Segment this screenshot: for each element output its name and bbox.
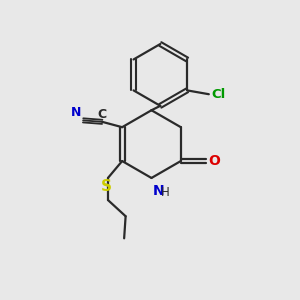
Text: Cl: Cl [211,88,225,101]
Text: O: O [208,154,220,168]
Text: S: S [101,179,112,194]
Text: H: H [161,186,170,199]
Text: C: C [98,108,107,121]
Text: N: N [71,106,82,119]
Text: N: N [153,184,165,198]
